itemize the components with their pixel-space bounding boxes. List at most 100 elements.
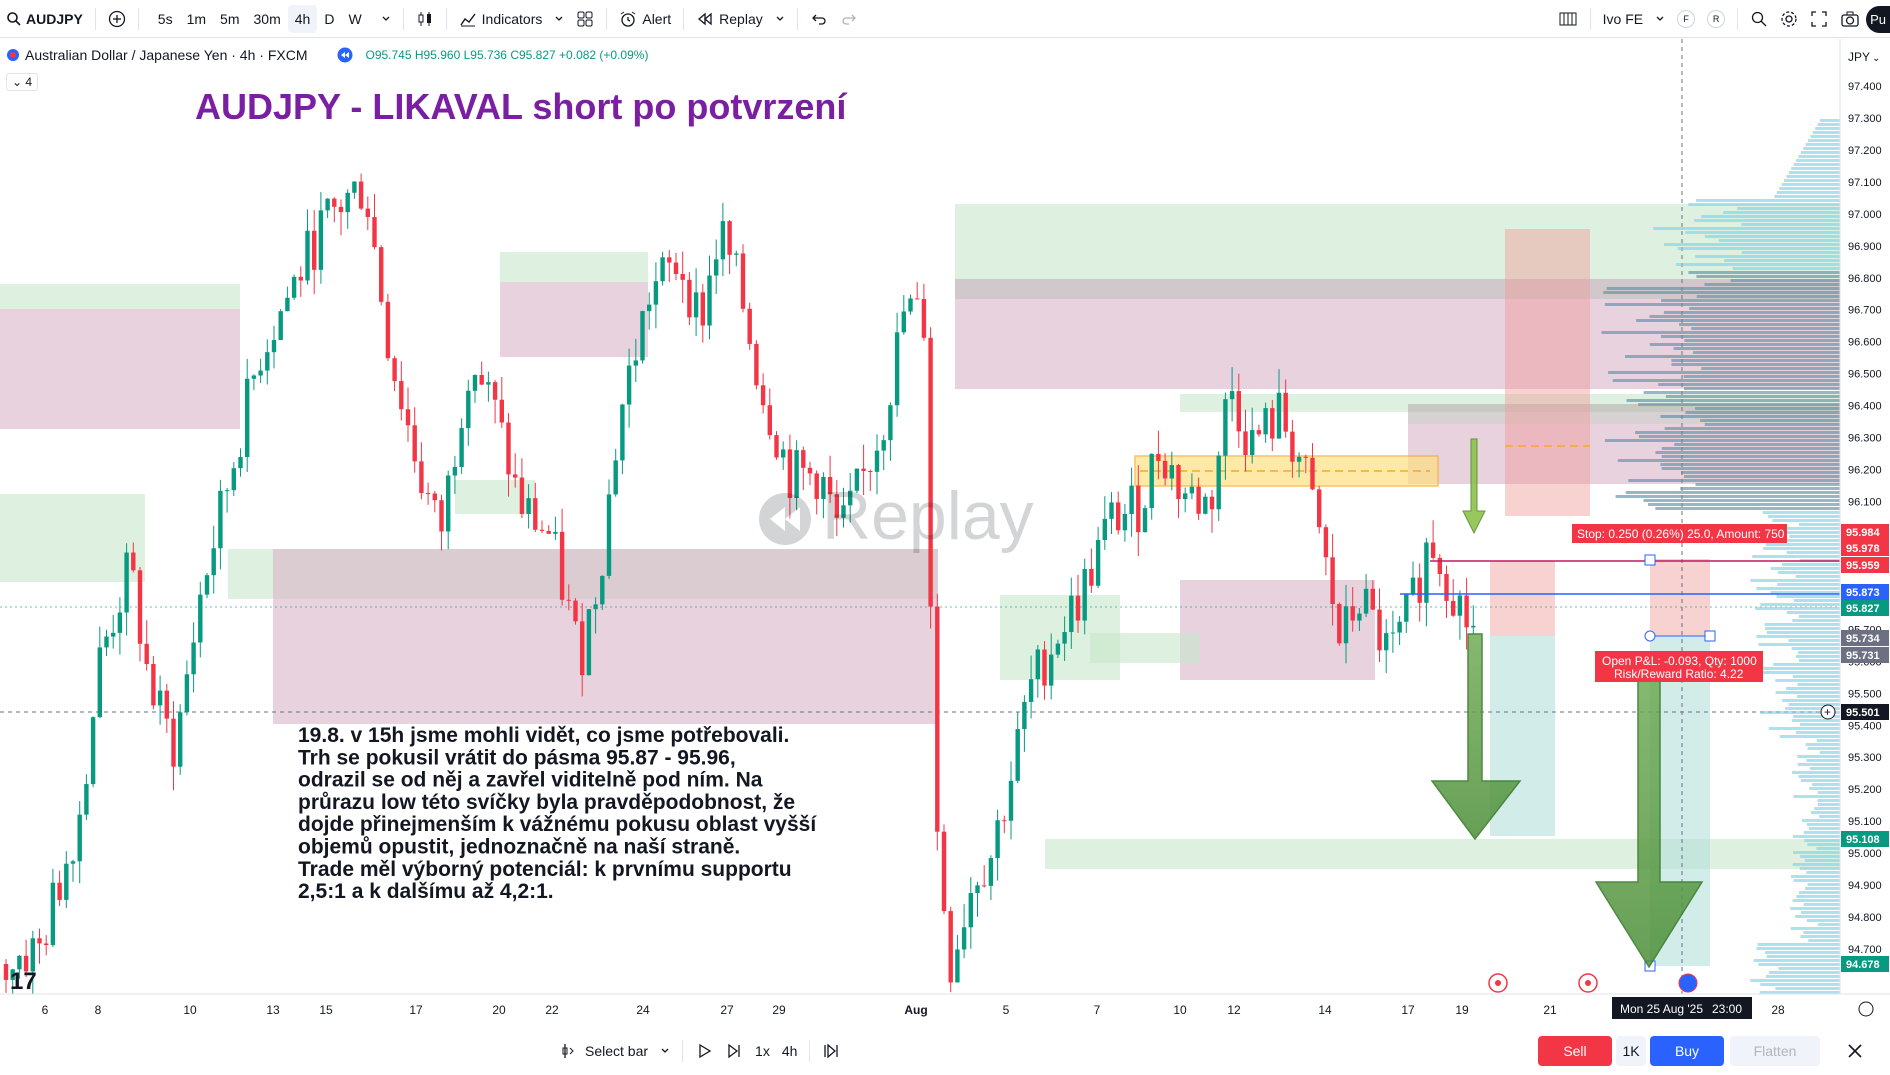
replay-button[interactable]: Replay [690, 0, 769, 38]
candle-body [1471, 625, 1476, 628]
flag-f-button[interactable]: F [1671, 0, 1701, 38]
stop-area-2[interactable] [1650, 559, 1710, 636]
volume-bar [1704, 235, 1840, 238]
add-circle-icon [108, 10, 125, 27]
timeframe-4h[interactable]: 4h [287, 4, 318, 33]
candle-body [1256, 430, 1262, 435]
volume-bar [1684, 387, 1840, 390]
volume-bar [1793, 599, 1840, 602]
flatten-button[interactable]: Flatten [1730, 1035, 1820, 1066]
forward-button[interactable] [719, 1032, 749, 1070]
jump-to-realtime-button[interactable] [816, 1032, 846, 1070]
volume-bar [1723, 211, 1840, 214]
alert-marker[interactable] [1578, 973, 1598, 993]
compare-button[interactable] [102, 0, 132, 38]
stop-handle[interactable] [1644, 554, 1656, 566]
stop-area[interactable] [1490, 561, 1555, 636]
volume-bar [1615, 495, 1840, 498]
trading-panel-button[interactable] [1552, 0, 1584, 38]
time-axis-bg[interactable] [0, 994, 1890, 1025]
chart-pane[interactable]: Australian Dollar / Japanese Yen · 4h · … [0, 39, 1890, 1025]
time-tick: 17 [1401, 1003, 1415, 1017]
volume-bar [1756, 635, 1840, 638]
timeframe-W[interactable]: W [348, 10, 362, 27]
time-tick: 7 [1094, 1003, 1101, 1017]
currency-label[interactable]: JPY [1848, 50, 1870, 64]
price-tick: 97.400 [1848, 81, 1882, 93]
symbol-search[interactable]: AUDJPY [0, 0, 89, 38]
symbol-title[interactable]: Australian Dollar / Japanese Yen · 4h · … [25, 47, 308, 63]
speed-button[interactable]: 1x [755, 1042, 770, 1059]
undo-button[interactable] [804, 0, 834, 38]
play-button[interactable] [689, 1032, 719, 1070]
timeframe-D[interactable]: D [324, 10, 335, 27]
select-bar-dropdown[interactable] [654, 1032, 676, 1070]
time-tick: 20 [492, 1003, 506, 1017]
flag-r-button[interactable]: R [1701, 0, 1731, 38]
divider [1589, 8, 1591, 30]
candle-body [251, 375, 257, 379]
replay-dropdown[interactable] [769, 0, 791, 38]
timeframe-5m[interactable]: 5m [220, 10, 240, 27]
candle-body [1430, 542, 1436, 558]
price-chart[interactable]: AUDJPY - LIKAVAL short po potvrzení Repl… [0, 39, 1890, 1025]
price-tick: 97.000 [1848, 209, 1882, 221]
candle-body [1042, 649, 1047, 686]
indicators-toggle[interactable]: ⌄ 4 [6, 73, 39, 91]
chart-type-button[interactable] [410, 0, 440, 38]
indicators-button[interactable]: Indicators [453, 0, 549, 38]
volume-bar [1803, 831, 1840, 834]
jump-end-icon [824, 1043, 839, 1058]
candle-body [1263, 408, 1268, 435]
candle-body [740, 253, 746, 309]
chart-legend: Australian Dollar / Japanese Yen · 4h · … [6, 47, 648, 63]
volume-bar [1624, 355, 1840, 358]
candle-body [1451, 600, 1456, 616]
volume-bar [1636, 319, 1840, 322]
timeframe-dropdown[interactable] [375, 0, 397, 38]
candle-body [988, 858, 994, 886]
indicators-dropdown[interactable] [548, 0, 570, 38]
candle-body [164, 690, 169, 719]
timeframe-1m[interactable]: 1m [186, 10, 207, 27]
sell-button[interactable]: Sell [1538, 1035, 1612, 1066]
time-tick: 6 [42, 1003, 49, 1017]
divider [94, 7, 96, 30]
quantity-button[interactable]: 1K [1616, 1035, 1646, 1066]
buy-button[interactable]: Buy [1650, 1035, 1724, 1066]
fullscreen-button[interactable] [1804, 0, 1834, 38]
publish-button[interactable]: Pu [1866, 0, 1890, 38]
layout-name[interactable]: Ivo FE [1602, 11, 1644, 27]
entry-handle[interactable] [1644, 630, 1656, 642]
tradingview-logo[interactable]: 17 [10, 968, 37, 995]
redo-button[interactable] [834, 0, 864, 38]
close-replay-button[interactable] [1840, 1032, 1870, 1070]
quick-search-button[interactable] [1744, 0, 1774, 38]
timeframe-30m[interactable]: 30m [253, 10, 281, 27]
chevron-down-icon[interactable]: ⌄ [1872, 53, 1880, 64]
add-alert-icon[interactable] [1820, 704, 1836, 720]
replay-mode-icon[interactable] [337, 47, 353, 63]
alert-marker[interactable] [1488, 973, 1508, 993]
time-tick: 27 [720, 1003, 734, 1017]
candle-body [700, 292, 705, 326]
crosshair-time: 23:00 [1712, 1002, 1742, 1016]
timeframe-5s[interactable]: 5s [157, 10, 173, 27]
snapshot-button[interactable] [1834, 0, 1866, 38]
alert-button[interactable]: Alert [613, 0, 677, 38]
candle-body [1015, 729, 1020, 781]
settings-button[interactable] [1774, 0, 1804, 38]
stop-label-bg[interactable] [1572, 524, 1787, 543]
select-bar-button[interactable]: Select bar [555, 1032, 654, 1070]
candle-body [204, 575, 210, 595]
position-risk-area[interactable] [1505, 229, 1590, 516]
time-tick: 5 [1003, 1003, 1010, 1017]
interval-button[interactable]: 4h [781, 1042, 798, 1059]
pnl-label-bg[interactable] [1595, 651, 1763, 682]
event-flag-icon[interactable] [1678, 973, 1698, 993]
settings-icon[interactable] [1858, 1001, 1874, 1017]
layouts-button[interactable] [570, 0, 600, 38]
candle-body [781, 449, 786, 458]
layout-dropdown[interactable] [1649, 0, 1671, 38]
width-handle[interactable] [1704, 630, 1716, 642]
